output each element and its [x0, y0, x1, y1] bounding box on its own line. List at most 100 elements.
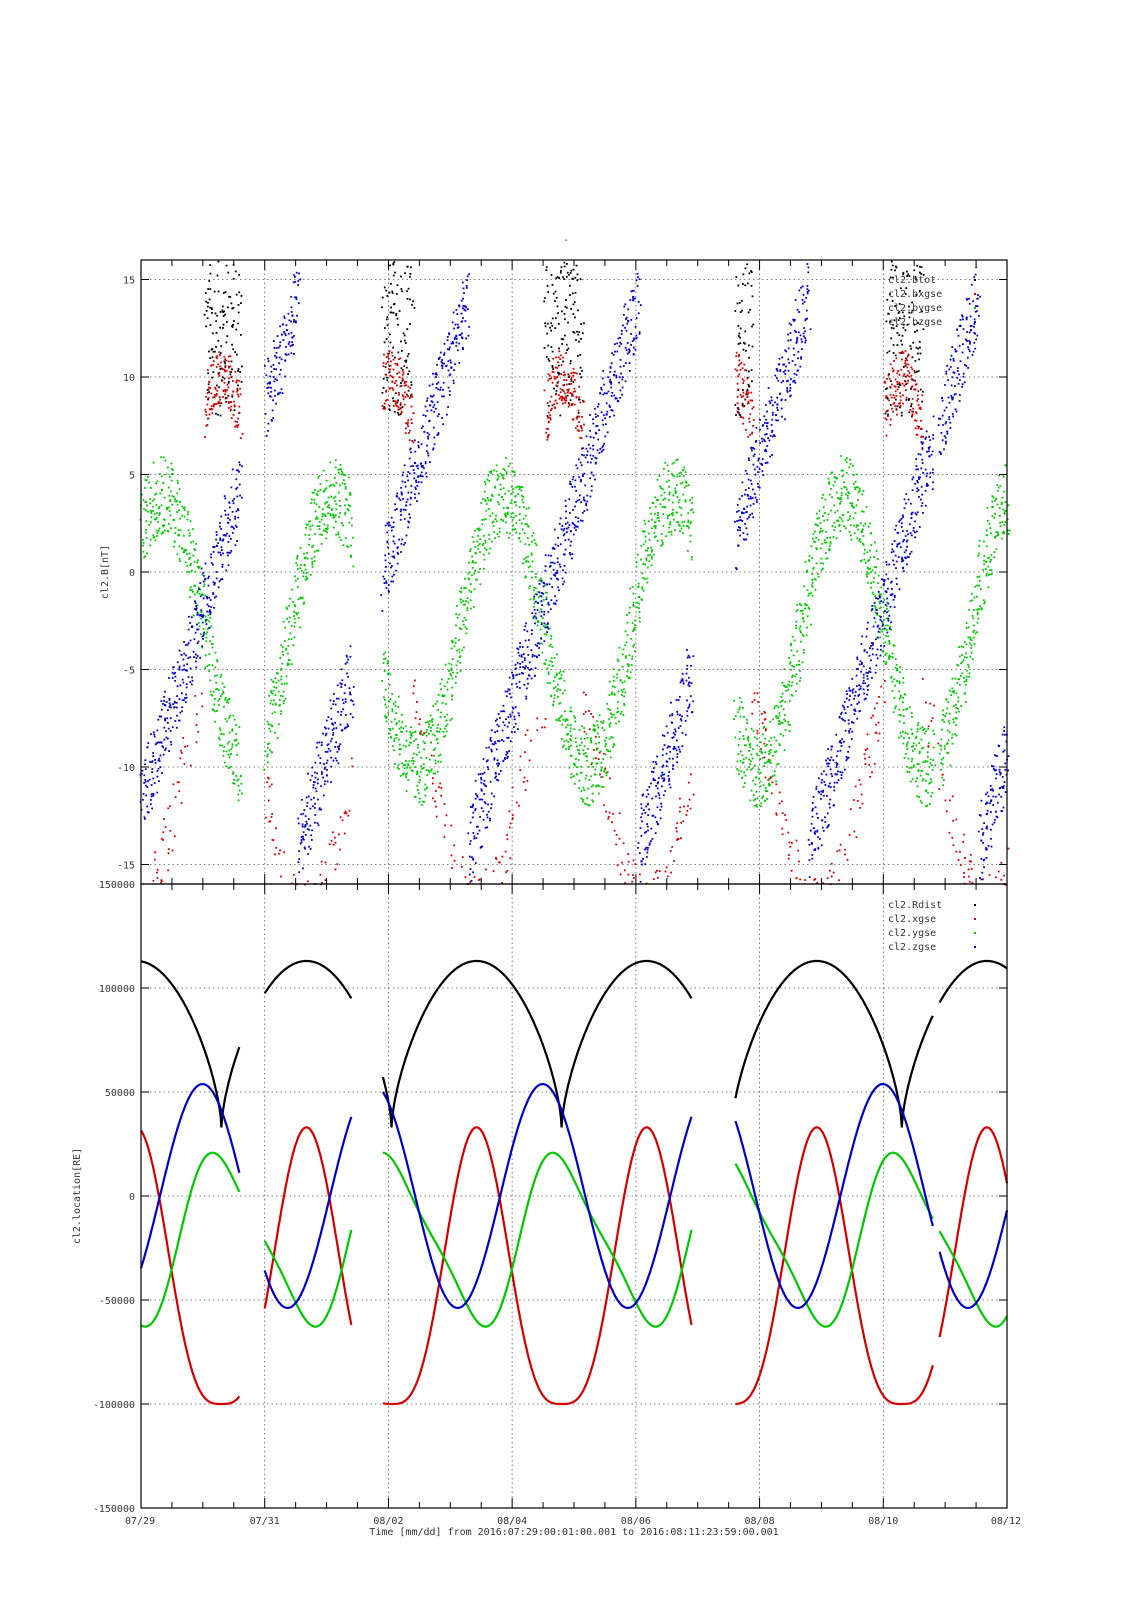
- data-point-cl2-bxgse: [270, 783, 273, 786]
- data-point-cl2-bxgse: [554, 366, 557, 369]
- data-point-cl2-bxgse: [963, 872, 965, 874]
- data-point-cl2-bygse: [769, 751, 772, 754]
- data-point-cl2-bygse: [813, 540, 815, 543]
- data-point-cl2-bygse: [849, 534, 852, 537]
- data-point-cl2-bygse: [754, 805, 756, 807]
- data-point-cl2-bygse: [288, 604, 291, 607]
- data-point-cl2-bzgse: [234, 544, 237, 547]
- data-point-cl2-bygse: [440, 711, 442, 714]
- data-point-cl2-bxgse: [855, 836, 858, 839]
- data-point-cl2-btot: [743, 341, 745, 344]
- data-point-cl2-bzgse: [295, 296, 298, 299]
- data-point-cl2-bygse: [631, 585, 634, 588]
- data-point-cl2-bygse: [194, 585, 196, 587]
- data-point-cl2-bzgse: [154, 759, 156, 761]
- data-point-cl2-bygse: [539, 579, 541, 581]
- data-point-cl2-bzgse: [168, 697, 171, 700]
- data-point-cl2-bygse: [917, 722, 919, 725]
- data-point-cl2-bygse: [930, 764, 933, 766]
- data-point-cl2-bxgse: [393, 400, 396, 402]
- data-point-cl2-bzgse: [306, 828, 309, 830]
- data-point-cl2-bxgse: [543, 389, 546, 392]
- data-point-cl2-bygse: [186, 518, 189, 521]
- data-point-cl2-bygse: [556, 672, 558, 675]
- data-point-cl2-bzgse: [231, 499, 234, 502]
- data-point-cl2-bygse: [990, 573, 992, 576]
- data-point-cl2-bygse: [518, 488, 521, 491]
- data-point-cl2-bzgse: [320, 744, 323, 746]
- data-point-cl2-bygse: [880, 586, 883, 589]
- data-point-cl2-bxgse: [590, 713, 592, 715]
- data-point-cl2-bzgse: [156, 770, 159, 772]
- data-point-cl2-bygse: [786, 686, 788, 688]
- data-point-cl2-bygse: [933, 733, 936, 735]
- data-point-cl2-bzgse: [170, 743, 173, 746]
- data-point-cl2-bygse: [947, 752, 950, 754]
- data-point-cl2-bzgse: [309, 807, 312, 810]
- data-point-cl2-bygse: [552, 703, 555, 706]
- data-point-cl2-bygse: [623, 680, 626, 683]
- data-point-cl2-bzgse: [332, 723, 335, 726]
- data-point-cl2-bygse: [551, 665, 554, 667]
- data-point-cl2-bygse: [171, 473, 174, 475]
- data-point-cl2-bygse: [913, 748, 916, 750]
- data-point-cl2-bygse: [201, 646, 204, 649]
- data-point-cl2-bygse: [578, 744, 581, 747]
- data-point-cl2-bxgse: [390, 360, 392, 363]
- data-point-cl2-bxgse: [903, 373, 906, 375]
- data-point-cl2-bygse: [226, 699, 229, 702]
- data-point-cl2-bzgse: [157, 767, 160, 770]
- data-point-cl2-bygse: [293, 618, 296, 620]
- data-point-cl2-bygse: [228, 698, 231, 700]
- data-point-cl2-bygse: [439, 760, 442, 763]
- data-point-cl2-bxgse: [328, 843, 331, 846]
- data-point-cl2-bxgse: [423, 732, 426, 734]
- data-point-cl2-bxgse: [887, 409, 889, 412]
- data-point-cl2-bygse: [607, 750, 610, 753]
- data-point-cl2-btot: [739, 311, 742, 313]
- data-point-cl2-bxgse: [875, 723, 877, 726]
- data-point-cl2-bygse: [483, 534, 485, 537]
- data-point-cl2-bygse: [938, 752, 941, 755]
- data-point-cl2-btot: [573, 301, 576, 304]
- data-point-cl2-bygse: [426, 774, 429, 776]
- data-point-cl2-bygse: [946, 742, 949, 745]
- data-point-cl2-bygse: [653, 513, 656, 515]
- data-point-cl2-btot: [549, 326, 551, 329]
- data-point-cl2-btot: [383, 341, 386, 344]
- data-point-cl2-bygse: [911, 716, 913, 718]
- data-point-cl2-bygse: [341, 482, 344, 485]
- data-point-cl2-bygse: [149, 498, 152, 500]
- data-point-cl2-bygse: [651, 502, 654, 504]
- data-point-cl2-bxgse: [747, 401, 750, 404]
- data-point-cl2-bzgse: [293, 320, 295, 323]
- data-point-cl2-bygse: [902, 677, 905, 679]
- data-point-cl2-bygse: [178, 488, 181, 491]
- data-point-cl2-bxgse: [415, 711, 418, 713]
- data-point-cl2-bygse: [898, 680, 901, 683]
- data-point-cl2-bygse: [857, 491, 860, 494]
- data-point-cl2-bygse: [483, 481, 486, 483]
- data-point-cl2-bygse: [211, 646, 214, 649]
- data-point-cl2-bygse: [502, 507, 505, 509]
- data-point-cl2-bzgse: [336, 684, 339, 687]
- data-point-cl2-bzgse: [229, 518, 231, 521]
- data-point-cl2-bxgse: [578, 421, 580, 423]
- data-point-cl2-bygse: [592, 757, 595, 760]
- data-point-cl2-bygse: [484, 483, 487, 485]
- data-point-cl2-bygse: [146, 504, 148, 507]
- data-point-cl2-bygse: [277, 723, 280, 726]
- data-point-cl2-bygse: [788, 700, 791, 702]
- data-point-cl2-bzgse: [344, 684, 346, 686]
- data-point-cl2-btot: [401, 406, 404, 408]
- data-point-cl2-bygse: [652, 502, 655, 504]
- data-point-cl2-bxgse: [632, 859, 635, 862]
- data-point-cl2-bygse: [670, 513, 673, 515]
- data-point-cl2-bygse: [616, 676, 619, 679]
- data-point-cl2-bygse: [592, 765, 595, 768]
- data-point-cl2-bxgse: [218, 374, 221, 377]
- data-point-cl2-bygse: [970, 651, 973, 654]
- data-point-cl2-bxgse: [607, 815, 610, 818]
- data-point-cl2-bygse: [553, 676, 556, 678]
- data-point-cl2-bxgse: [822, 882, 825, 884]
